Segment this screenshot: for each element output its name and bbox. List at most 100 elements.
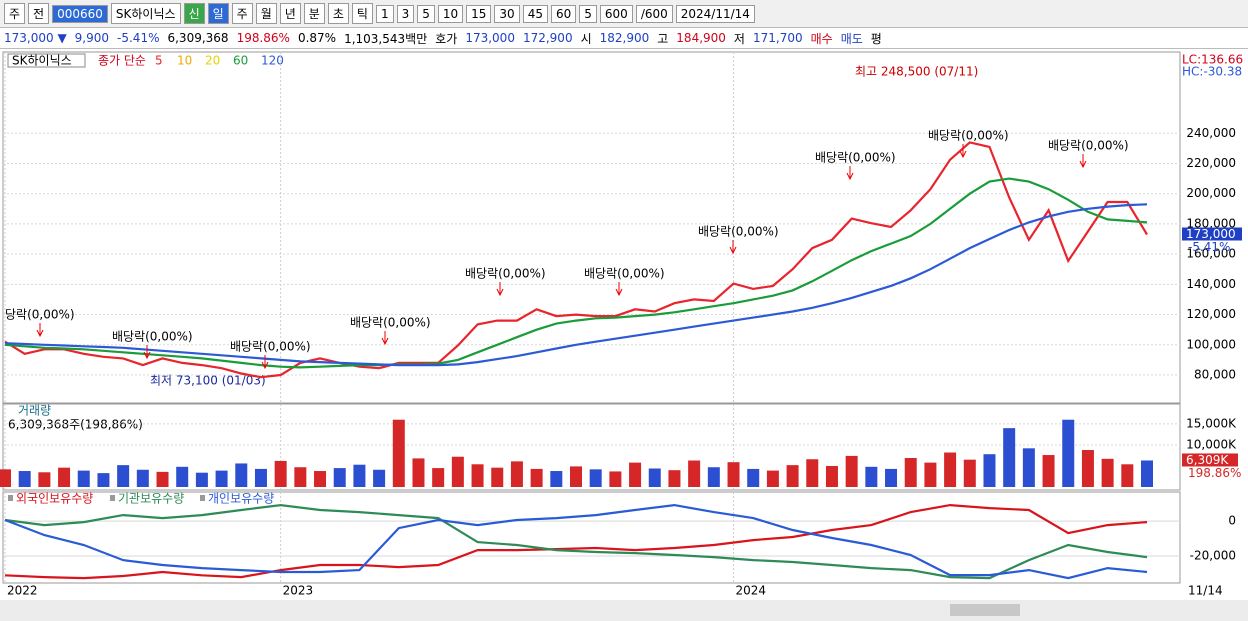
arrow: [615, 282, 623, 297]
volume-bar: [885, 468, 898, 487]
arrow: [846, 166, 854, 181]
toolbar-item[interactable]: SK하이닉스: [110, 3, 181, 24]
volume-bar: [392, 419, 405, 487]
volume-bar: [570, 466, 582, 487]
quote-item[interactable]: 호가: [435, 31, 458, 46]
arrow: [496, 282, 504, 297]
quote-item[interactable]: 198.86%: [236, 31, 290, 45]
volume-bar: [845, 455, 858, 487]
scrollbar[interactable]: [0, 600, 1248, 621]
dividend-label: 배당락(0,00%): [698, 225, 779, 239]
volume-bar: [766, 470, 779, 487]
quote-item[interactable]: 182,900: [599, 31, 650, 45]
arrow: [143, 345, 151, 360]
toolbar-item[interactable]: 10: [437, 4, 464, 23]
quote-item[interactable]: 171,700: [752, 31, 803, 45]
volume-tag: 6,309K: [1186, 453, 1229, 467]
toolbar-item[interactable]: 틱: [351, 3, 373, 24]
volume-bar: [1003, 428, 1016, 487]
toolbar-item[interactable]: 5: [417, 4, 435, 23]
toolbar-item[interactable]: 000660: [52, 4, 108, 23]
volume-bar: [727, 462, 740, 487]
volume-bar: [806, 459, 819, 487]
date-end: 11/14: [1188, 584, 1223, 598]
volume-bar: [707, 467, 720, 487]
arrow: [959, 144, 967, 159]
scroll-thumb[interactable]: [950, 604, 1020, 616]
y-tick-label: 200,000: [1186, 186, 1236, 200]
volume-bar: [294, 467, 307, 487]
ma-legend: 10: [177, 54, 192, 68]
price-tag: 173,000: [1186, 227, 1236, 241]
dividend-label: 배당락(0,00%): [465, 267, 546, 281]
legend-label: 종가 단순: [98, 54, 146, 68]
toolbar: 주 전 000660 SK하이닉스 신 일 주 월 년 분 초 틱 1 3 5 10 15 30 45 60 5 600/…: [0, 0, 1248, 28]
toolbar-item[interactable]: 주: [231, 3, 253, 24]
volume-bar: [471, 464, 484, 487]
y-tick-label: 240,000: [1186, 126, 1236, 140]
quote-item[interactable]: 172,900: [522, 31, 573, 45]
volume-bar: [412, 458, 425, 487]
y-tick-label: 160,000: [1186, 247, 1236, 261]
low-annotation: 최저 73,100 (01/03): [150, 374, 266, 388]
y-tick-label: 80,000: [1194, 367, 1236, 381]
arrow: [1079, 154, 1087, 169]
volume-title: 거래량: [18, 404, 51, 418]
quote-item[interactable]: 고: [657, 31, 669, 46]
volume-bar: [156, 471, 169, 487]
toolbar-item[interactable]: 3: [396, 4, 415, 23]
volume-bar: [1022, 448, 1035, 487]
x-tick-label: 2023: [283, 584, 314, 598]
toolbar-item[interactable]: 초: [327, 3, 349, 24]
volume-bar: [314, 471, 327, 487]
volume-bar: [117, 465, 130, 487]
toolbar-item[interactable]: 5: [579, 4, 597, 23]
ma-legend: 5: [155, 54, 163, 68]
volume-bar: [333, 468, 346, 487]
toolbar-item[interactable]: 2024/11/14: [675, 4, 755, 23]
y-tick-label: 120,000: [1186, 307, 1236, 321]
toolbar-item[interactable]: 월: [255, 3, 277, 24]
volume-bar: [18, 471, 31, 487]
toolbar-item[interactable]: 주: [4, 3, 26, 24]
toolbar-item[interactable]: /600: [635, 4, 673, 23]
arrow: [729, 240, 737, 255]
toolbar-item[interactable]: 1: [375, 4, 394, 23]
legend-entry: 개인보유수량: [208, 492, 274, 506]
toolbar-item[interactable]: 전: [28, 3, 50, 24]
quote-item[interactable]: 0.87%: [297, 31, 337, 45]
volume-bar: [176, 466, 189, 487]
quote-item[interactable]: 9,900: [74, 31, 110, 45]
volume-bar: [97, 473, 110, 487]
quote-item[interactable]: 시: [580, 31, 592, 46]
quote-item[interactable]: 매수: [810, 31, 833, 46]
stock-name: SK하이닉스: [12, 54, 72, 68]
ma-legend: 60: [233, 54, 248, 68]
series-line: [4, 503, 1148, 580]
quote-item[interactable]: -5.41%: [117, 31, 160, 45]
quote-item[interactable]: 173,000: [465, 31, 515, 45]
toolbar-item[interactable]: 일: [207, 3, 229, 24]
price-tag-bg: [1182, 227, 1242, 241]
quote-item[interactable]: 173,000 ▼: [4, 31, 67, 45]
quote-item[interactable]: 평: [870, 31, 882, 46]
toolbar-item[interactable]: 45: [522, 4, 548, 23]
quote-item[interactable]: 1,103,543백만: [344, 31, 428, 46]
toolbar-item[interactable]: 분: [303, 3, 325, 24]
quote-item[interactable]: 저: [733, 31, 745, 46]
quote-bar: 173,000 ▼ 9,900 -5.41% 6,309,368 198.86% 0.87…: [0, 28, 1248, 49]
toolbar-item[interactable]: 600: [599, 4, 633, 23]
toolbar-item[interactable]: 60: [550, 4, 577, 23]
volume-bar: [668, 470, 681, 487]
quote-item[interactable]: 184,900: [676, 31, 726, 45]
quote-item[interactable]: 6,309,368: [167, 31, 229, 45]
toolbar-item[interactable]: 신: [183, 3, 205, 24]
dividend-label: 배당락(0,00%): [928, 129, 1009, 143]
toolbar-item[interactable]: 15: [466, 4, 492, 23]
volume-bar: [589, 469, 602, 487]
volume-bar: [136, 469, 149, 487]
toolbar-item[interactable]: 30: [494, 4, 520, 23]
quote-item[interactable]: 매도: [840, 31, 863, 46]
toolbar-item[interactable]: 년: [279, 3, 301, 24]
